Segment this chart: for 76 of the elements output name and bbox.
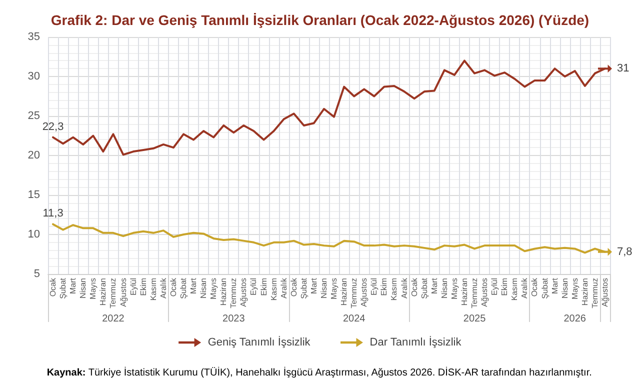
x-tick-label: Aralık — [279, 277, 288, 298]
x-tick-label: Aralık — [520, 277, 530, 298]
x-tick-label: Ağustos — [480, 278, 490, 307]
x-tick-label: Nisan — [78, 278, 88, 298]
legend-label: Geniş Tanımlı İşsizlik — [208, 336, 311, 348]
x-tick-label: Temmuz — [108, 278, 118, 308]
x-tick-label: Mayıs — [209, 278, 218, 300]
text: 2026 — [564, 314, 586, 324]
data-label: 31 — [616, 62, 630, 75]
x-tick-label: Ekim — [380, 278, 389, 296]
y-tick-label: 35 — [28, 31, 40, 43]
x-tick-label: Aralık — [158, 277, 168, 298]
x-tick-label: Mayıs — [88, 278, 98, 300]
text: 2023 — [222, 314, 246, 324]
y-tick-label: 15 — [28, 189, 40, 201]
x-tick-label: Kasım — [148, 278, 158, 301]
x-tick-label: Şubat — [178, 277, 188, 299]
x-tick-label: Mart — [550, 277, 560, 294]
x-tick-label: Kasım — [390, 278, 399, 301]
x-tick-label: Aralık — [400, 277, 409, 298]
x-tick-label: Ekim — [138, 278, 148, 296]
x-tick-label: Ağustos — [360, 278, 369, 307]
x-tick-label: Temmuz — [590, 278, 600, 308]
x-tick-label: Temmuz — [470, 278, 480, 308]
y-tick-label: 30 — [28, 70, 40, 82]
text: 2024 — [342, 314, 366, 324]
x-tick-label: Haziran — [340, 278, 349, 306]
x-tick-label: Kasım — [510, 278, 520, 301]
x-tick-label: Nisan — [560, 278, 570, 298]
x-tick-label: Eylül — [490, 278, 500, 296]
x-tick-label: Eylül — [370, 278, 379, 296]
data-label: 22,3 — [42, 120, 64, 133]
x-tick-label: Mayıs — [450, 278, 459, 300]
x-tick-label: Eylül — [249, 278, 258, 296]
x-tick-label: Ocak — [48, 277, 58, 297]
y-tick-label: 10 — [28, 228, 40, 240]
x-tick-label: Haziran — [460, 278, 469, 306]
x-tick-label: Mayıs — [330, 278, 339, 300]
x-tick-label: Haziran — [219, 278, 228, 306]
x-tick-label: Şubat — [420, 277, 429, 299]
x-tick-label: Haziran — [580, 278, 590, 306]
x-tick-label: Mart — [189, 277, 198, 294]
y-tick-label: 5 — [34, 268, 40, 280]
x-tick-label: Kasım — [269, 278, 278, 301]
x-tick-label: Ekim — [500, 278, 510, 296]
x-tick-label: Ocak — [289, 277, 298, 297]
legend-label: Dar Tanımlı İşsizlik — [370, 336, 462, 348]
x-tick-label: Ocak — [410, 277, 419, 297]
text: Kaynak: Türkiye İstatistik Kurumu (TÜİK), Hanehalkı İşgücü Araştırması, Ağustos 2026. DİSK-AR tarafından hazırlanmıştır. — [46, 366, 592, 378]
text: 2025 — [463, 314, 486, 324]
x-tick-label: Nisan — [440, 278, 449, 298]
x-tick-label: Mayıs — [570, 278, 580, 300]
x-tick-label: Ağustos — [239, 278, 248, 307]
x-tick-label: Ocak — [168, 277, 178, 297]
x-tick-label: Haziran — [98, 278, 108, 306]
x-tick-label: Ağustos — [600, 278, 610, 307]
x-tick-label: Şubat — [540, 277, 550, 299]
x-tick-label: Mart — [68, 277, 78, 294]
x-tick-label: Mart — [309, 277, 318, 294]
data-label: 7,8 — [616, 246, 632, 258]
x-tick-label: Ocak — [530, 277, 540, 297]
x-tick-label: Temmuz — [350, 278, 359, 308]
x-tick-label: Ağustos — [118, 278, 128, 307]
x-tick-label: Ekim — [259, 278, 268, 296]
chart-title: Grafik 2: Dar ve Geniş Tanımlı İşsizlik Oranları (Ocak 2022-Ağustos 2026) (Yüzde) — [50, 12, 590, 28]
y-tick-label: 20 — [28, 150, 40, 162]
x-tick-label: Nisan — [319, 278, 328, 298]
data-label: 11,3 — [42, 208, 64, 220]
x-tick-label: Mart — [430, 277, 439, 294]
x-tick-label: Şubat — [58, 277, 68, 299]
x-tick-label: Temmuz — [229, 278, 238, 308]
y-tick-label: 25 — [28, 110, 40, 122]
text: 2022 — [102, 314, 125, 324]
x-tick-label: Şubat — [299, 277, 308, 299]
x-tick-label: Eylül — [128, 278, 138, 296]
x-tick-label: Nisan — [199, 278, 208, 298]
